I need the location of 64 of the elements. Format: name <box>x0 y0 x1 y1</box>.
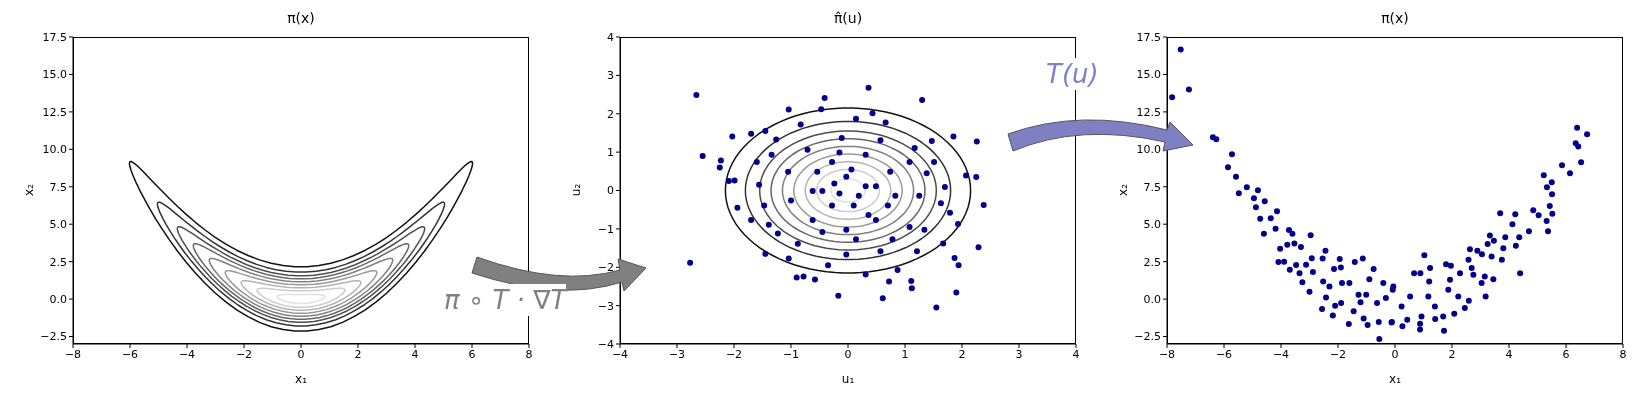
y-tick-label: 2.5 <box>49 255 67 269</box>
x-tick-label: 2 <box>1448 347 1456 361</box>
y-tick-label: 10.0 <box>42 143 67 157</box>
x-tick-label: 3 <box>1015 347 1023 361</box>
y-tick-label: 7.5 <box>49 180 67 194</box>
y-tick-label: −2.5 <box>40 330 67 344</box>
x-tick-label: 6 <box>468 347 476 361</box>
y-axis-title: u₂ <box>569 182 583 198</box>
y-tick-label: −3 <box>597 299 614 313</box>
x-tick-label: −8 <box>64 347 82 361</box>
y-tick-label: 0.0 <box>49 292 67 306</box>
y-tick-label: 4 <box>607 30 614 44</box>
x-tick-label: 0 <box>297 347 305 361</box>
x-tick-label: 4 <box>1072 347 1080 361</box>
y-tick-label: 15.0 <box>42 68 67 82</box>
y-tick-label: −2.5 <box>1134 330 1161 344</box>
y-axis-title: x₂ <box>22 182 36 198</box>
chart-title: π(x) <box>1380 10 1410 26</box>
y-tick-label: −4 <box>597 337 614 351</box>
x-tick-label: 8 <box>1619 347 1627 361</box>
x-tick-label: 6 <box>1562 347 1570 361</box>
y-tick-label: 17.5 <box>1136 30 1161 44</box>
y-tick-label: 12.5 <box>42 105 67 119</box>
x-tick-label: −3 <box>668 347 686 361</box>
x-tick-label: −4 <box>178 347 196 361</box>
x-tick-label: −6 <box>121 347 139 361</box>
annotation: π ∘ T · ∇T <box>444 284 567 316</box>
x-tick-label: −2 <box>1329 347 1347 361</box>
y-tick-label: 7.5 <box>1143 180 1161 194</box>
y-tick-label: 17.5 <box>42 30 67 44</box>
annotation: T(u) <box>1046 58 1099 90</box>
x-tick-label: −4 <box>1272 347 1290 361</box>
chart-title: π(x) <box>286 10 316 26</box>
x-tick-label: 0 <box>844 347 852 361</box>
y-axis-title: x₂ <box>1116 182 1130 198</box>
x-tick-label: 1 <box>901 347 909 361</box>
y-tick-label: 3 <box>607 69 614 83</box>
x-tick-label: −8 <box>1158 347 1176 361</box>
y-tick-label: 5.0 <box>1143 218 1161 232</box>
y-tick-label: 0 <box>607 184 614 198</box>
y-tick-label: −1 <box>597 222 614 236</box>
y-tick-label: 1 <box>607 146 614 160</box>
y-tick-label: 2.5 <box>1143 255 1161 269</box>
x-axis-title: x₁ <box>294 372 308 386</box>
x-tick-label: −2 <box>725 347 743 361</box>
y-tick-label: 12.5 <box>1136 105 1161 119</box>
y-tick-label: 0.0 <box>1143 292 1161 306</box>
x-tick-label: −6 <box>1215 347 1233 361</box>
x-tick-label: 2 <box>958 347 966 361</box>
x-tick-label: 0 <box>1391 347 1399 361</box>
x-tick-label: −1 <box>782 347 800 361</box>
y-tick-label: −2 <box>597 261 614 275</box>
x-tick-label: 8 <box>525 347 533 361</box>
y-tick-label: 10.0 <box>1136 143 1161 157</box>
x-tick-label: −2 <box>235 347 253 361</box>
y-tick-label: 5.0 <box>49 218 67 232</box>
x-tick-label: 2 <box>354 347 362 361</box>
x-axis-title: x₁ <box>1388 372 1402 386</box>
x-tick-label: 4 <box>411 347 419 361</box>
x-axis-title: u₁ <box>840 372 856 386</box>
chart-title: π̂(u) <box>832 10 864 26</box>
y-tick-label: 15.0 <box>1136 68 1161 82</box>
x-tick-label: 4 <box>1505 347 1513 361</box>
y-tick-label: 2 <box>607 107 614 121</box>
